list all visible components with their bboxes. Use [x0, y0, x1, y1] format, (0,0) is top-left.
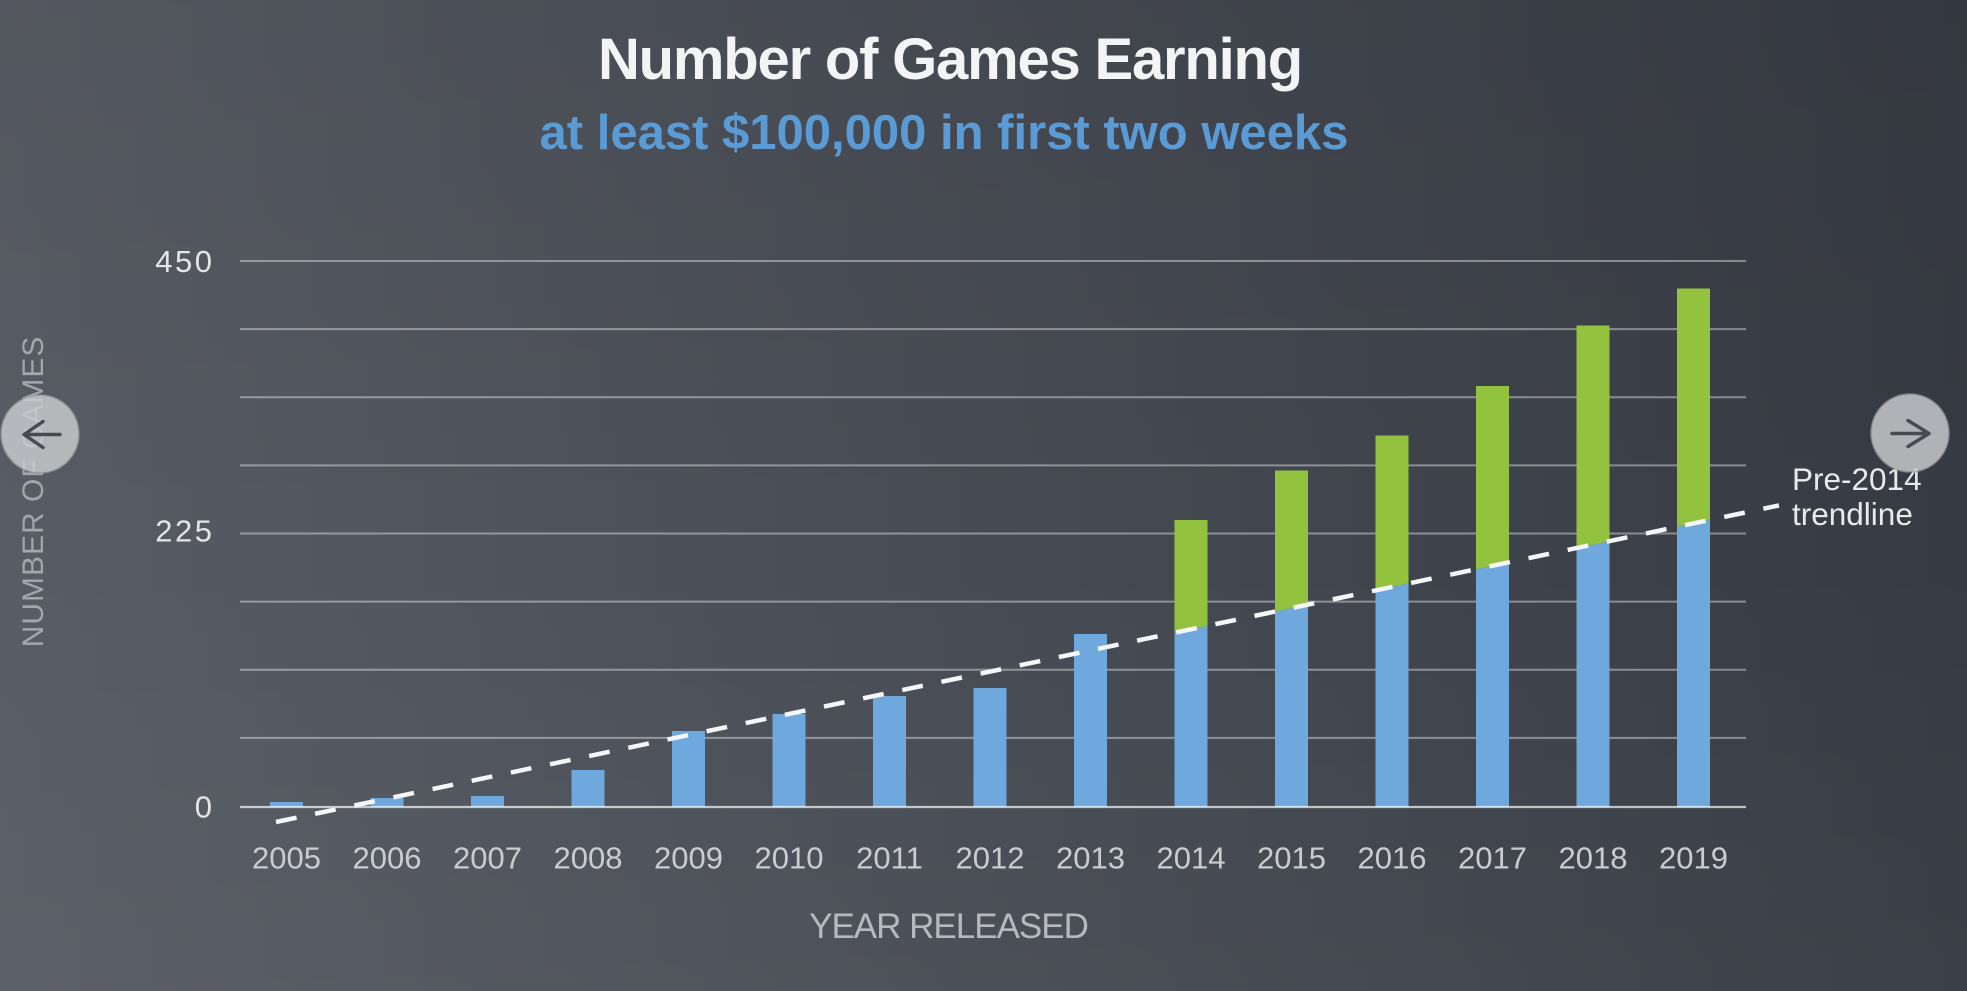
svg-text:2012: 2012 [956, 841, 1025, 876]
svg-text:NUMBER OF GAMES: NUMBER OF GAMES [17, 336, 50, 648]
svg-text:2015: 2015 [1257, 841, 1326, 876]
svg-text:2009: 2009 [654, 841, 723, 876]
svg-text:Number of Games Earning: Number of Games Earning [598, 27, 1302, 92]
svg-text:450: 450 [155, 244, 214, 279]
svg-text:0: 0 [195, 790, 215, 825]
svg-text:2014: 2014 [1157, 841, 1226, 876]
svg-text:trendline: trendline [1792, 496, 1913, 532]
svg-text:2018: 2018 [1559, 841, 1628, 876]
svg-text:2006: 2006 [353, 841, 422, 876]
svg-text:2011: 2011 [856, 841, 923, 876]
svg-text:at least $100,000 in first two: at least $100,000 in first two weeks [540, 106, 1349, 160]
svg-text:225: 225 [155, 514, 214, 549]
svg-text:2013: 2013 [1056, 841, 1125, 876]
svg-text:2017: 2017 [1458, 841, 1527, 876]
svg-text:2010: 2010 [755, 841, 824, 876]
svg-text:2007: 2007 [453, 841, 522, 876]
svg-text:2005: 2005 [252, 841, 321, 876]
svg-text:YEAR RELEASED: YEAR RELEASED [809, 907, 1088, 946]
svg-text:2016: 2016 [1358, 841, 1427, 876]
svg-text:2008: 2008 [554, 841, 623, 876]
svg-text:2019: 2019 [1659, 841, 1728, 876]
